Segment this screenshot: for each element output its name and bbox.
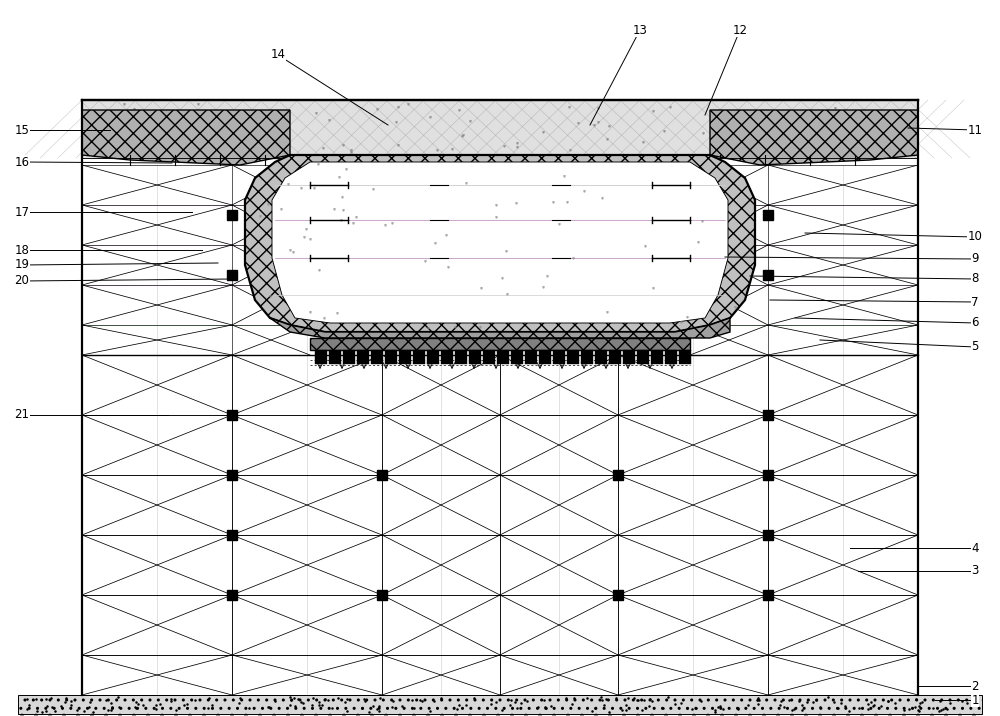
Text: 8: 8 xyxy=(971,273,979,286)
Text: 17: 17 xyxy=(14,205,30,218)
Bar xyxy=(227,590,237,600)
Polygon shape xyxy=(270,318,730,338)
Polygon shape xyxy=(272,162,728,323)
Bar xyxy=(497,350,509,364)
Text: 14: 14 xyxy=(270,49,286,62)
Text: 20: 20 xyxy=(15,274,29,288)
Bar xyxy=(553,350,565,364)
Bar xyxy=(567,350,579,364)
Text: 7: 7 xyxy=(971,296,979,309)
Text: 4: 4 xyxy=(971,541,979,554)
Bar xyxy=(595,350,607,364)
Bar xyxy=(227,210,237,220)
Text: 11: 11 xyxy=(968,123,982,137)
Bar xyxy=(763,270,773,280)
Bar xyxy=(329,350,341,364)
Text: 1: 1 xyxy=(971,694,979,707)
Text: 6: 6 xyxy=(971,316,979,329)
Polygon shape xyxy=(82,100,918,160)
Bar xyxy=(763,590,773,600)
Bar xyxy=(82,165,918,355)
Bar xyxy=(539,350,551,364)
Bar xyxy=(679,350,691,364)
Text: 15: 15 xyxy=(15,123,29,137)
Bar xyxy=(315,350,327,364)
Polygon shape xyxy=(710,110,918,165)
Bar xyxy=(613,470,623,480)
Bar xyxy=(511,350,523,364)
Text: 21: 21 xyxy=(14,409,30,422)
Text: 10: 10 xyxy=(968,231,982,243)
Bar xyxy=(651,350,663,364)
Text: 9: 9 xyxy=(971,253,979,266)
Bar xyxy=(385,350,397,364)
Text: 3: 3 xyxy=(971,564,979,578)
Bar xyxy=(763,530,773,540)
Polygon shape xyxy=(82,110,290,165)
Bar xyxy=(623,350,635,364)
Bar xyxy=(357,350,369,364)
Text: 18: 18 xyxy=(15,243,29,256)
Bar xyxy=(371,350,383,364)
Bar xyxy=(613,590,623,600)
Bar xyxy=(525,350,537,364)
Bar xyxy=(763,410,773,420)
Bar xyxy=(665,350,677,364)
Bar xyxy=(763,470,773,480)
Text: 19: 19 xyxy=(14,258,30,271)
Text: 16: 16 xyxy=(14,155,30,168)
Bar xyxy=(227,270,237,280)
Text: 2: 2 xyxy=(971,679,979,692)
Bar xyxy=(441,350,453,364)
Bar xyxy=(82,100,918,695)
Bar xyxy=(581,350,593,364)
Bar xyxy=(18,695,982,714)
Bar xyxy=(377,590,387,600)
Bar xyxy=(413,350,425,364)
Bar xyxy=(227,530,237,540)
Bar xyxy=(637,350,649,364)
Text: 5: 5 xyxy=(971,341,979,354)
Bar xyxy=(377,470,387,480)
Bar xyxy=(227,410,237,420)
Polygon shape xyxy=(245,155,755,332)
Bar xyxy=(609,350,621,364)
Bar xyxy=(399,350,411,364)
Bar xyxy=(763,210,773,220)
Bar xyxy=(469,350,481,364)
Bar xyxy=(343,350,355,364)
Bar xyxy=(483,350,495,364)
Bar xyxy=(310,338,690,350)
Bar xyxy=(427,350,439,364)
Bar xyxy=(455,350,467,364)
Bar xyxy=(227,470,237,480)
Text: 13: 13 xyxy=(633,24,647,37)
Text: 12: 12 xyxy=(732,24,748,37)
